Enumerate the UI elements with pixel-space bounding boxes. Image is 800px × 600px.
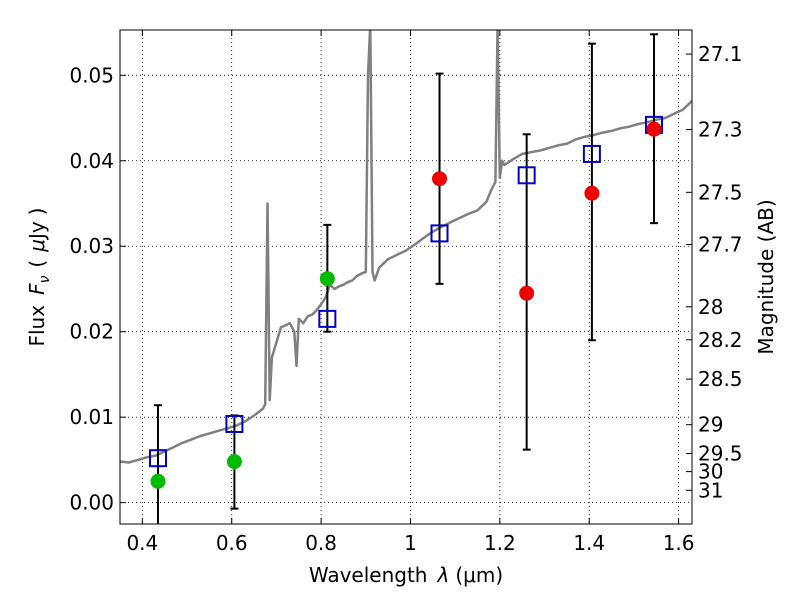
red-detection-point (519, 285, 535, 301)
model-band-square (148, 449, 167, 468)
model-band-square (582, 144, 601, 163)
mag-tick-label: 27.5 (698, 180, 743, 204)
x-tick-label: 1.6 (663, 531, 695, 555)
red-detection-point (432, 171, 448, 187)
mag-tick-label: 29.5 (698, 441, 743, 465)
mag-tick-label: 27.7 (698, 233, 743, 257)
mag-tick-label: 29 (698, 413, 723, 437)
y-axis-ticks: 0.00 0.01 0.02 0.03 0.04 0.05 (69, 63, 126, 515)
model-spectrum-line (120, 30, 692, 464)
mag-tick-label: 28 (698, 295, 723, 319)
y-tick-label: 0.05 (69, 63, 114, 87)
y-axis-label: FluxFν(μJy) (25, 207, 53, 346)
x-tick-label: 0.6 (216, 531, 248, 555)
mag-tick-label: 28.2 (698, 328, 743, 352)
plot-area (120, 30, 692, 524)
x-tick-label: 1.4 (573, 531, 605, 555)
mag-tick-label: 31 (698, 478, 723, 502)
model-band-square (517, 166, 536, 185)
y-tick-label: 0.04 (69, 149, 114, 173)
green-detection-point (150, 473, 166, 489)
plot-frame (119, 29, 693, 525)
x-axis-label: Wavelength λ (μm) (309, 563, 503, 587)
x-tick-label: 1.2 (484, 531, 516, 555)
mag-tick-label: 27.1 (698, 42, 743, 66)
y-tick-label: 0.00 (69, 491, 114, 515)
model-band-square (318, 309, 337, 328)
mag-tick-label: 28.5 (698, 367, 743, 391)
mag-tick-label: 30 (698, 460, 723, 484)
green-detection-point (319, 271, 335, 287)
red-detection-point (646, 121, 662, 137)
x-axis-ticks: 0.4 0.6 0.8 1 1.2 1.4 1.6 (126, 30, 695, 555)
red-detection-point (584, 185, 600, 201)
x-tick-label: 1 (404, 531, 417, 555)
x-tick-label: 0.4 (126, 531, 158, 555)
mag-tick-label: 27.3 (698, 118, 743, 142)
model-band-square (225, 415, 244, 434)
grid (120, 30, 692, 524)
model-band-square (430, 224, 449, 243)
x-tick-label: 0.8 (305, 531, 337, 555)
y-tick-label: 0.03 (69, 234, 114, 258)
y-tick-label: 0.02 (69, 320, 114, 344)
green-detection-point (226, 454, 242, 470)
magnitude-axis-label: Magnitude (AB) (754, 199, 778, 354)
y-tick-label: 0.01 (69, 405, 114, 429)
